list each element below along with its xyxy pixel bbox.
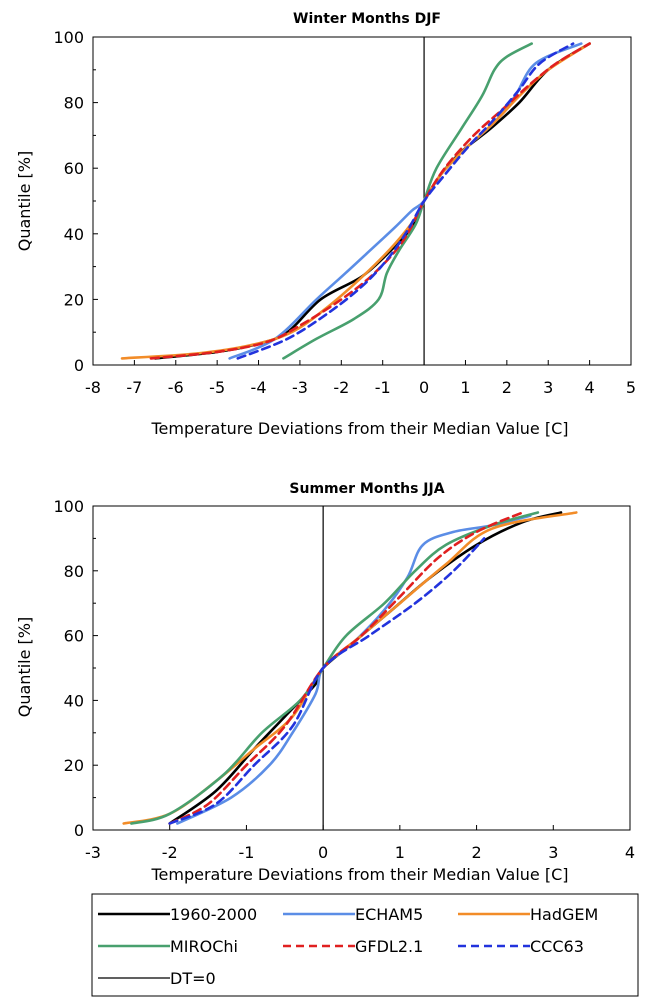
x-axis-title: Temperature Deviations from their Median…	[150, 865, 568, 884]
x-tick-label: -8	[85, 378, 101, 397]
x-tick-label: 4	[625, 843, 635, 862]
y-tick-label: 0	[74, 821, 84, 840]
x-tick-label: 3	[543, 378, 553, 397]
y-tick-label: 80	[64, 94, 84, 113]
winter-chart: Winter Months DJF Quantile [%] Temperatu…	[15, 11, 636, 438]
x-tick-label: -4	[251, 378, 267, 397]
y-tick-label: 80	[64, 562, 84, 581]
series-line-ccc63	[236, 42, 575, 360]
series-line-gfdl2-1	[149, 42, 591, 360]
series-line-mirochi	[282, 42, 533, 360]
y-tick-label: 0	[74, 356, 84, 375]
x-tick-label: 0	[318, 843, 328, 862]
x-tick-label: 0	[419, 378, 429, 397]
y-tick-label: 60	[64, 159, 84, 178]
y-tick-label: 100	[53, 497, 84, 516]
y-tick-label: 40	[64, 691, 84, 710]
y-tick-label: 20	[64, 756, 84, 775]
y-axis-title: Quantile [%]	[15, 617, 34, 717]
legend-label: CCC63	[530, 937, 584, 956]
x-tick-label: 1	[395, 843, 405, 862]
legend-label: ECHAM5	[355, 905, 423, 924]
x-tick-label: -5	[209, 378, 225, 397]
legend-frame	[91, 893, 639, 997]
x-tick-label: 2	[502, 378, 512, 397]
x-tick-label: 3	[548, 843, 558, 862]
legend-label: DT=0	[170, 969, 216, 988]
y-axis-title: Quantile [%]	[15, 151, 34, 251]
series-line-mirochi	[130, 511, 540, 825]
summer-chart: Summer Months JJA Quantile [%] Temperatu…	[15, 481, 635, 884]
legend-label: GFDL2.1	[355, 937, 423, 956]
x-tick-label: -2	[162, 843, 178, 862]
series-line-1960-2000	[168, 511, 563, 825]
x-tick-label: -1	[238, 843, 254, 862]
series-line-hadgem	[122, 511, 578, 825]
x-axis-title: Temperature Deviations from their Median…	[150, 419, 568, 438]
x-tick-label: 2	[471, 843, 481, 862]
y-tick-label: 20	[64, 290, 84, 309]
plot-area	[92, 505, 631, 831]
legend-label: 1960-2000	[170, 905, 257, 924]
legend-label: HadGEM	[530, 905, 598, 924]
chart-title: Winter Months DJF	[293, 11, 441, 27]
x-tick-label: -1	[375, 378, 391, 397]
x-tick-label: -6	[168, 378, 184, 397]
y-tick-label: 100	[53, 28, 84, 47]
x-tick-label: 4	[585, 378, 595, 397]
x-tick-label: -3	[292, 378, 308, 397]
series-line-ccc63	[168, 537, 486, 825]
x-tick-label: 1	[460, 378, 470, 397]
chart-title: Summer Months JJA	[289, 481, 444, 497]
legend-label: MIROChi	[170, 937, 238, 956]
y-tick-label: 60	[64, 627, 84, 646]
x-tick-label: 5	[626, 378, 636, 397]
y-tick-label: 40	[64, 225, 84, 244]
legend: 1960-2000 ECHAM5 HadGEM MIROChi GFDL2.1 CCC63…	[91, 893, 639, 997]
x-tick-label: -3	[85, 843, 101, 862]
series-line-gfdl2-1	[168, 511, 524, 825]
x-tick-label: -2	[333, 378, 349, 397]
x-tick-label: -7	[126, 378, 142, 397]
plot-area	[92, 36, 632, 366]
